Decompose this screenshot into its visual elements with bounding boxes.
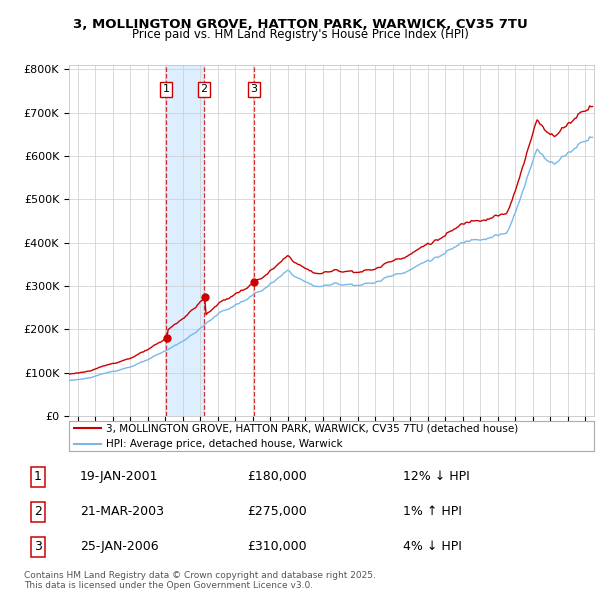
- Text: 3: 3: [34, 540, 42, 553]
- Text: 3, MOLLINGTON GROVE, HATTON PARK, WARWICK, CV35 7TU: 3, MOLLINGTON GROVE, HATTON PARK, WARWIC…: [73, 18, 527, 31]
- Text: 3, MOLLINGTON GROVE, HATTON PARK, WARWICK, CV35 7TU (detached house): 3, MOLLINGTON GROVE, HATTON PARK, WARWIC…: [106, 424, 518, 433]
- Text: 12% ↓ HPI: 12% ↓ HPI: [403, 470, 470, 483]
- Text: 1: 1: [34, 470, 42, 483]
- Text: 1: 1: [163, 84, 170, 94]
- Text: £275,000: £275,000: [247, 505, 307, 519]
- Text: 3: 3: [250, 84, 257, 94]
- Text: 25-JAN-2006: 25-JAN-2006: [80, 540, 158, 553]
- Text: HPI: Average price, detached house, Warwick: HPI: Average price, detached house, Warw…: [106, 439, 343, 448]
- Text: £310,000: £310,000: [247, 540, 307, 553]
- Text: 1% ↑ HPI: 1% ↑ HPI: [403, 505, 463, 519]
- Text: 2: 2: [200, 84, 208, 94]
- Bar: [166, 65, 204, 416]
- Text: 21-MAR-2003: 21-MAR-2003: [80, 505, 164, 519]
- Text: Contains HM Land Registry data © Crown copyright and database right 2025.
This d: Contains HM Land Registry data © Crown c…: [24, 571, 376, 590]
- Text: 19-JAN-2001: 19-JAN-2001: [80, 470, 158, 483]
- Text: 2: 2: [34, 505, 42, 519]
- Text: 4% ↓ HPI: 4% ↓ HPI: [403, 540, 463, 553]
- Text: £180,000: £180,000: [247, 470, 307, 483]
- Text: Price paid vs. HM Land Registry's House Price Index (HPI): Price paid vs. HM Land Registry's House …: [131, 28, 469, 41]
